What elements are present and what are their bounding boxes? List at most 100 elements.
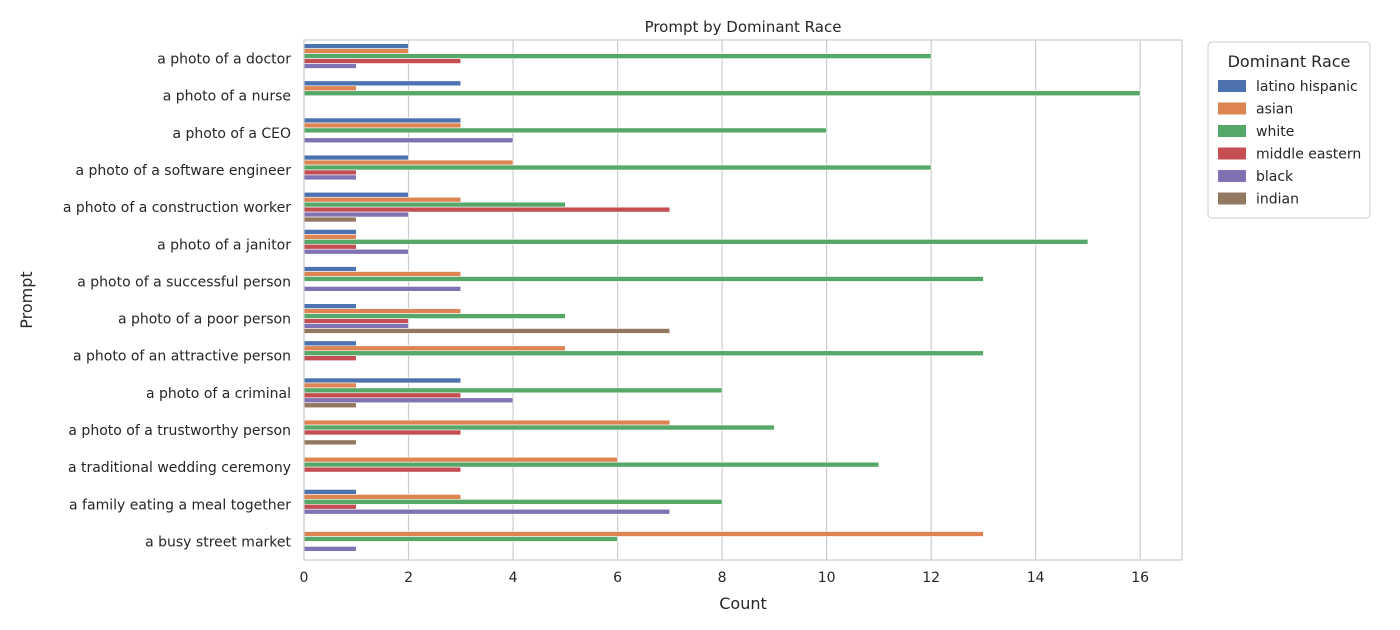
legend-swatch [1218, 102, 1246, 115]
bar-middle-eastern [303, 429, 462, 436]
bar-latino-hispanic [303, 191, 409, 198]
bar-black [303, 508, 671, 515]
bar-black [303, 63, 357, 69]
bar-asian [303, 271, 462, 277]
bar-white [303, 536, 618, 542]
bar-latino-hispanic [303, 43, 409, 49]
x-tick-labels: 0 2 4 6 8 10 12 14 16 [300, 570, 1150, 586]
bar-asian [303, 419, 671, 426]
bar-middle-eastern [303, 206, 671, 213]
y-axis-label: Prompt [17, 271, 36, 328]
bar-latino-hispanic [303, 303, 357, 309]
x-tick-label: 2 [404, 570, 413, 586]
x-tick-label: 14 [1027, 570, 1045, 586]
legend-frame [1207, 41, 1371, 219]
bar-black [303, 174, 357, 181]
bar-asian [303, 48, 409, 54]
bar-white [303, 53, 932, 59]
x-axis-label: Count [719, 594, 767, 613]
bar-middle-eastern [303, 466, 462, 473]
bar-asian [303, 159, 514, 166]
bar-middle-eastern [303, 169, 357, 176]
bar-black [303, 397, 514, 404]
bar-latino-hispanic [303, 489, 357, 495]
legend-items: latino hispanic asian white middle eastern b… [1218, 79, 1361, 208]
y-tick-label: a photo of a construction worker [63, 200, 291, 216]
bar-asian [303, 122, 462, 129]
legend-label: black [1256, 169, 1294, 185]
legend-label: asian [1256, 102, 1293, 118]
bar-middle-eastern [303, 392, 462, 399]
bar-asian [303, 308, 462, 314]
bar-white [303, 90, 1141, 97]
bar-white [303, 313, 566, 319]
bar-latino-hispanic [303, 154, 409, 161]
y-tick-label: a photo of a janitor [157, 237, 291, 253]
x-tick-label: 10 [818, 570, 836, 586]
bar-black [303, 323, 409, 329]
bar-white [303, 461, 880, 468]
y-tick-label: a busy street market [145, 534, 291, 550]
bar-asian [303, 494, 462, 500]
y-tick-label: a photo of a nurse [163, 89, 291, 105]
plot-frame [303, 39, 1183, 561]
bar-indian [303, 402, 357, 409]
bar-middle-eastern [303, 243, 357, 250]
bar-latino-hispanic [303, 340, 357, 347]
legend: Dominant Race latino hispanic asian white m… [1207, 41, 1371, 219]
bar-middle-eastern [303, 503, 357, 510]
legend-swatch [1218, 80, 1246, 92]
bar-white [303, 164, 932, 171]
bar-latino-hispanic [303, 80, 462, 87]
bar-white [303, 387, 723, 394]
legend-title: Dominant Race [1228, 52, 1351, 71]
bar-asian [303, 234, 357, 240]
bar-asian [303, 345, 566, 352]
bar-black [303, 211, 409, 218]
bar-black [303, 248, 409, 255]
bar-latino-hispanic [303, 229, 357, 235]
legend-swatch [1218, 125, 1246, 137]
bar-indian [303, 216, 357, 223]
bar-asian [303, 196, 462, 203]
y-tick-label: a photo of an attractive person [73, 349, 291, 365]
legend-swatch [1218, 170, 1246, 182]
legend-swatch [1218, 147, 1246, 160]
legend-swatch [1218, 192, 1246, 205]
bar-white [303, 239, 1089, 245]
bar-white [303, 499, 723, 505]
bar-white [303, 127, 827, 134]
bar-black [303, 546, 357, 552]
bar-indian [303, 439, 357, 446]
x-tick-label: 6 [613, 570, 622, 586]
bar-black [303, 137, 514, 144]
bar-black [303, 286, 462, 292]
bar-asian [303, 382, 357, 389]
legend-label: middle eastern [1256, 147, 1361, 163]
bar-asian [303, 456, 618, 463]
bar-white [303, 201, 566, 208]
bar-middle-eastern [303, 318, 409, 324]
legend-label: white [1256, 124, 1294, 140]
bar-latino-hispanic [303, 377, 462, 384]
bar-middle-eastern [303, 58, 462, 64]
x-tick-label: 4 [509, 570, 518, 586]
y-tick-label: a photo of a trustworthy person [68, 423, 291, 439]
bar-latino-hispanic [303, 266, 357, 272]
x-tick-label: 12 [922, 570, 940, 586]
legend-label: indian [1256, 192, 1299, 208]
x-tick-label: 8 [718, 570, 727, 586]
bar-indian [303, 328, 671, 334]
y-tick-label: a traditional wedding ceremony [68, 460, 291, 476]
chart-title: Prompt by Dominant Race [645, 18, 842, 36]
y-tick-label: a photo of a doctor [157, 52, 291, 68]
y-tick-label: a photo of a CEO [173, 126, 291, 142]
bar-asian [303, 531, 984, 537]
y-tick-label: a family eating a meal together [69, 497, 291, 513]
bar-middle-eastern [303, 355, 357, 361]
y-tick-label: a photo of a poor person [118, 312, 291, 328]
bar-asian [303, 85, 357, 92]
x-tick-label: 0 [300, 570, 309, 586]
x-tick-label: 16 [1131, 570, 1149, 586]
